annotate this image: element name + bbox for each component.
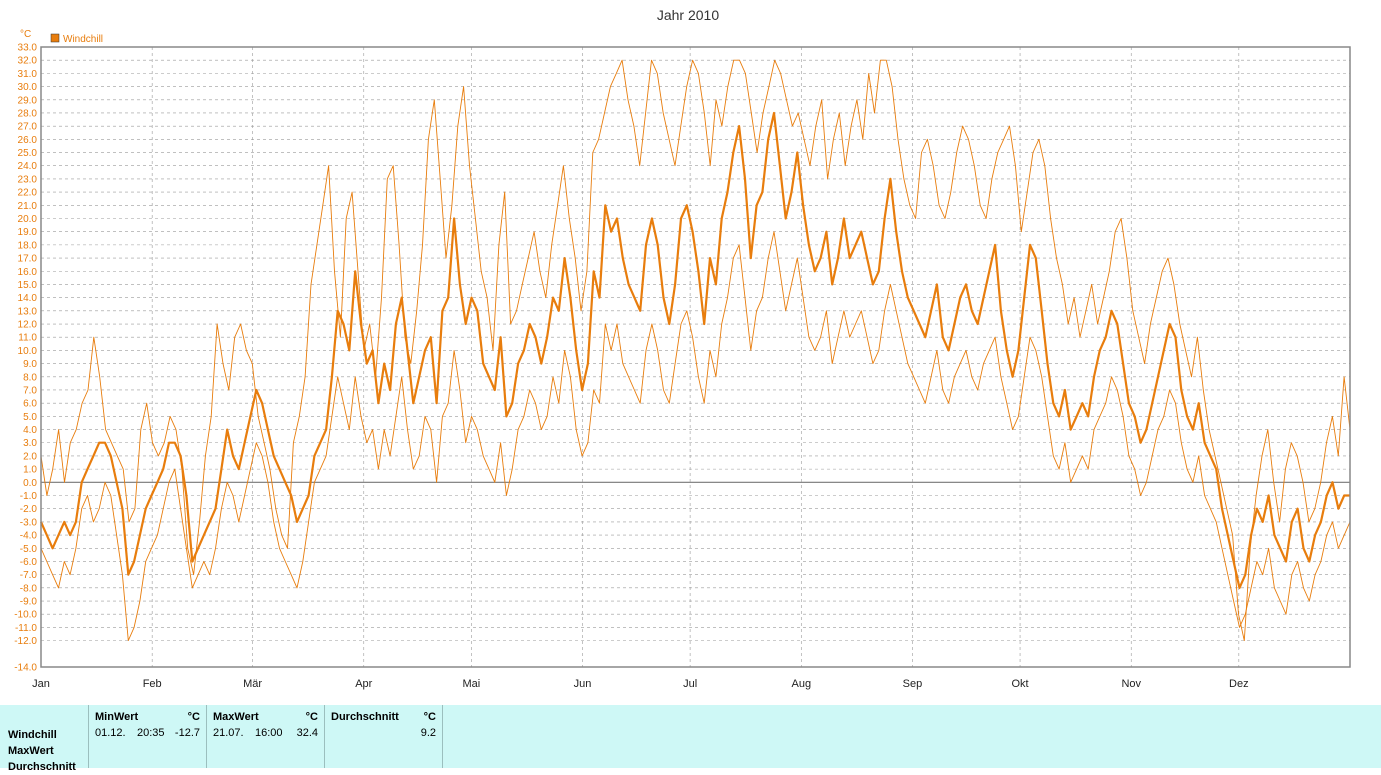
y-tick-label: 11.0	[18, 333, 37, 344]
y-tick-label: 24.0	[18, 161, 38, 172]
avg-value: 9.2	[420, 727, 436, 739]
y-unit-label: °C	[20, 29, 31, 40]
x-axis: Jan Feb Mär Apr Mai Jun Jul Aug Sep Okt Nov Dez	[32, 678, 1248, 690]
x-tick-label: Nov	[1121, 678, 1141, 690]
y-tick-label: 7.0	[23, 385, 37, 396]
y-axis: 33.0 32.0 31.0 30.0 29.0 28.0 27.0 26.0 25.0 24.0…	[14, 43, 37, 674]
y-tick-label: 9.0	[23, 359, 37, 370]
legend-label: Windchill	[63, 34, 103, 45]
y-tick-label: 30.0	[18, 82, 38, 93]
y-tick-label: -9.0	[20, 597, 38, 608]
stats-col-min: MinWert °C 01.12. 20:35 -12.7	[88, 705, 206, 768]
y-tick-label: 33.0	[18, 43, 38, 54]
y-tick-label: 0.0	[23, 478, 37, 489]
y-tick-label: -2.0	[20, 504, 38, 515]
x-tick-label: Jan	[32, 678, 50, 690]
y-tick-label: -8.0	[20, 583, 38, 594]
y-tick-label: 27.0	[18, 122, 38, 133]
y-tick-label: 23.0	[18, 174, 38, 185]
y-tick-label: 2.0	[23, 451, 37, 462]
max-date: 21.07.	[213, 727, 244, 739]
y-tick-label: -14.0	[14, 663, 37, 674]
y-tick-label: 19.0	[18, 227, 38, 238]
stats-col-avg: Durchschnitt °C 9.2	[324, 705, 443, 768]
min-date: 01.12.	[95, 727, 126, 739]
stats-row-label: Windchill	[8, 729, 57, 741]
y-tick-label: 15.0	[18, 280, 38, 291]
series-lines	[39, 59, 1351, 642]
stats-panel: Windchill MaxWert Durchschnitt MinWert °…	[0, 705, 1381, 773]
y-tick-label: 1.0	[23, 465, 37, 476]
y-tick-label: 6.0	[23, 399, 37, 410]
y-tick-label: 12.0	[18, 320, 38, 331]
y-tick-label: 31.0	[18, 69, 38, 80]
y-tick-label: 25.0	[18, 148, 38, 159]
min-time: 20:35	[137, 727, 165, 739]
chart: Jahr 2010 °C Windchill 33.0 32.0 31.0 30.0 2…	[0, 0, 1381, 705]
legend-swatch	[50, 33, 60, 43]
y-tick-label: -12.0	[14, 636, 37, 647]
min-value: -12.7	[174, 727, 200, 739]
x-tick-label: Sep	[903, 678, 923, 690]
x-tick-label: Dez	[1229, 678, 1249, 690]
stats-col-max: MaxWert °C 21.07. 16:00 32.4	[206, 705, 324, 768]
y-tick-label: 4.0	[23, 425, 37, 436]
max-time: 16:00	[255, 727, 283, 739]
chart-background	[0, 0, 1381, 705]
y-tick-label: 32.0	[18, 56, 38, 67]
stats-row-label: MaxWert	[8, 745, 54, 757]
x-tick-label: Feb	[143, 678, 162, 690]
y-tick-label: 5.0	[23, 412, 37, 423]
y-tick-label: -1.0	[20, 491, 38, 502]
y-tick-label: 8.0	[23, 372, 37, 383]
x-tick-label: Apr	[355, 678, 372, 690]
min-header: MinWert	[95, 711, 139, 723]
x-tick-label: Mai	[462, 678, 480, 690]
y-tick-label: 18.0	[18, 240, 38, 251]
x-tick-label: Aug	[792, 678, 812, 690]
stats-row-label: Durchschnitt	[8, 761, 76, 773]
y-tick-label: 17.0	[18, 254, 38, 265]
y-tick-label: -3.0	[20, 517, 38, 528]
x-tick-label: Mär	[243, 678, 262, 690]
series-line-min	[40, 231, 1351, 642]
avg-header: Durchschnitt	[331, 711, 399, 723]
y-tick-label: 26.0	[18, 135, 38, 146]
y-tick-label: -10.0	[14, 610, 37, 621]
y-tick-label: 3.0	[23, 438, 37, 449]
y-tick-label: 29.0	[18, 95, 38, 106]
chart-title: Jahr 2010	[657, 7, 719, 23]
plot-frame	[40, 46, 1351, 668]
max-unit: °C	[305, 711, 318, 723]
x-tick-label: Jul	[683, 678, 697, 690]
y-tick-label: 22.0	[18, 188, 38, 199]
y-tick-label: -6.0	[20, 557, 38, 568]
y-tick-label: 21.0	[18, 201, 38, 212]
y-tick-label: -7.0	[20, 570, 38, 581]
y-tick-label: 28.0	[18, 108, 38, 119]
min-unit: °C	[187, 711, 200, 723]
avg-unit: °C	[423, 711, 436, 723]
y-tick-label: 10.0	[18, 346, 38, 357]
x-tick-label: Okt	[1011, 678, 1028, 690]
x-tick-label: Jun	[574, 678, 592, 690]
y-tick-label: 14.0	[18, 293, 38, 304]
y-tick-label: -4.0	[20, 531, 38, 542]
y-tick-label: 13.0	[18, 306, 38, 317]
max-header: MaxWert	[213, 711, 259, 723]
series-line-mean	[39, 111, 1350, 590]
y-tick-label: -11.0	[15, 623, 37, 634]
y-tick-label: 20.0	[18, 214, 38, 225]
y-tick-label: 16.0	[18, 267, 38, 278]
series-line-max	[40, 59, 1351, 642]
max-value: 32.4	[296, 727, 318, 739]
y-tick-label: -5.0	[20, 544, 38, 555]
